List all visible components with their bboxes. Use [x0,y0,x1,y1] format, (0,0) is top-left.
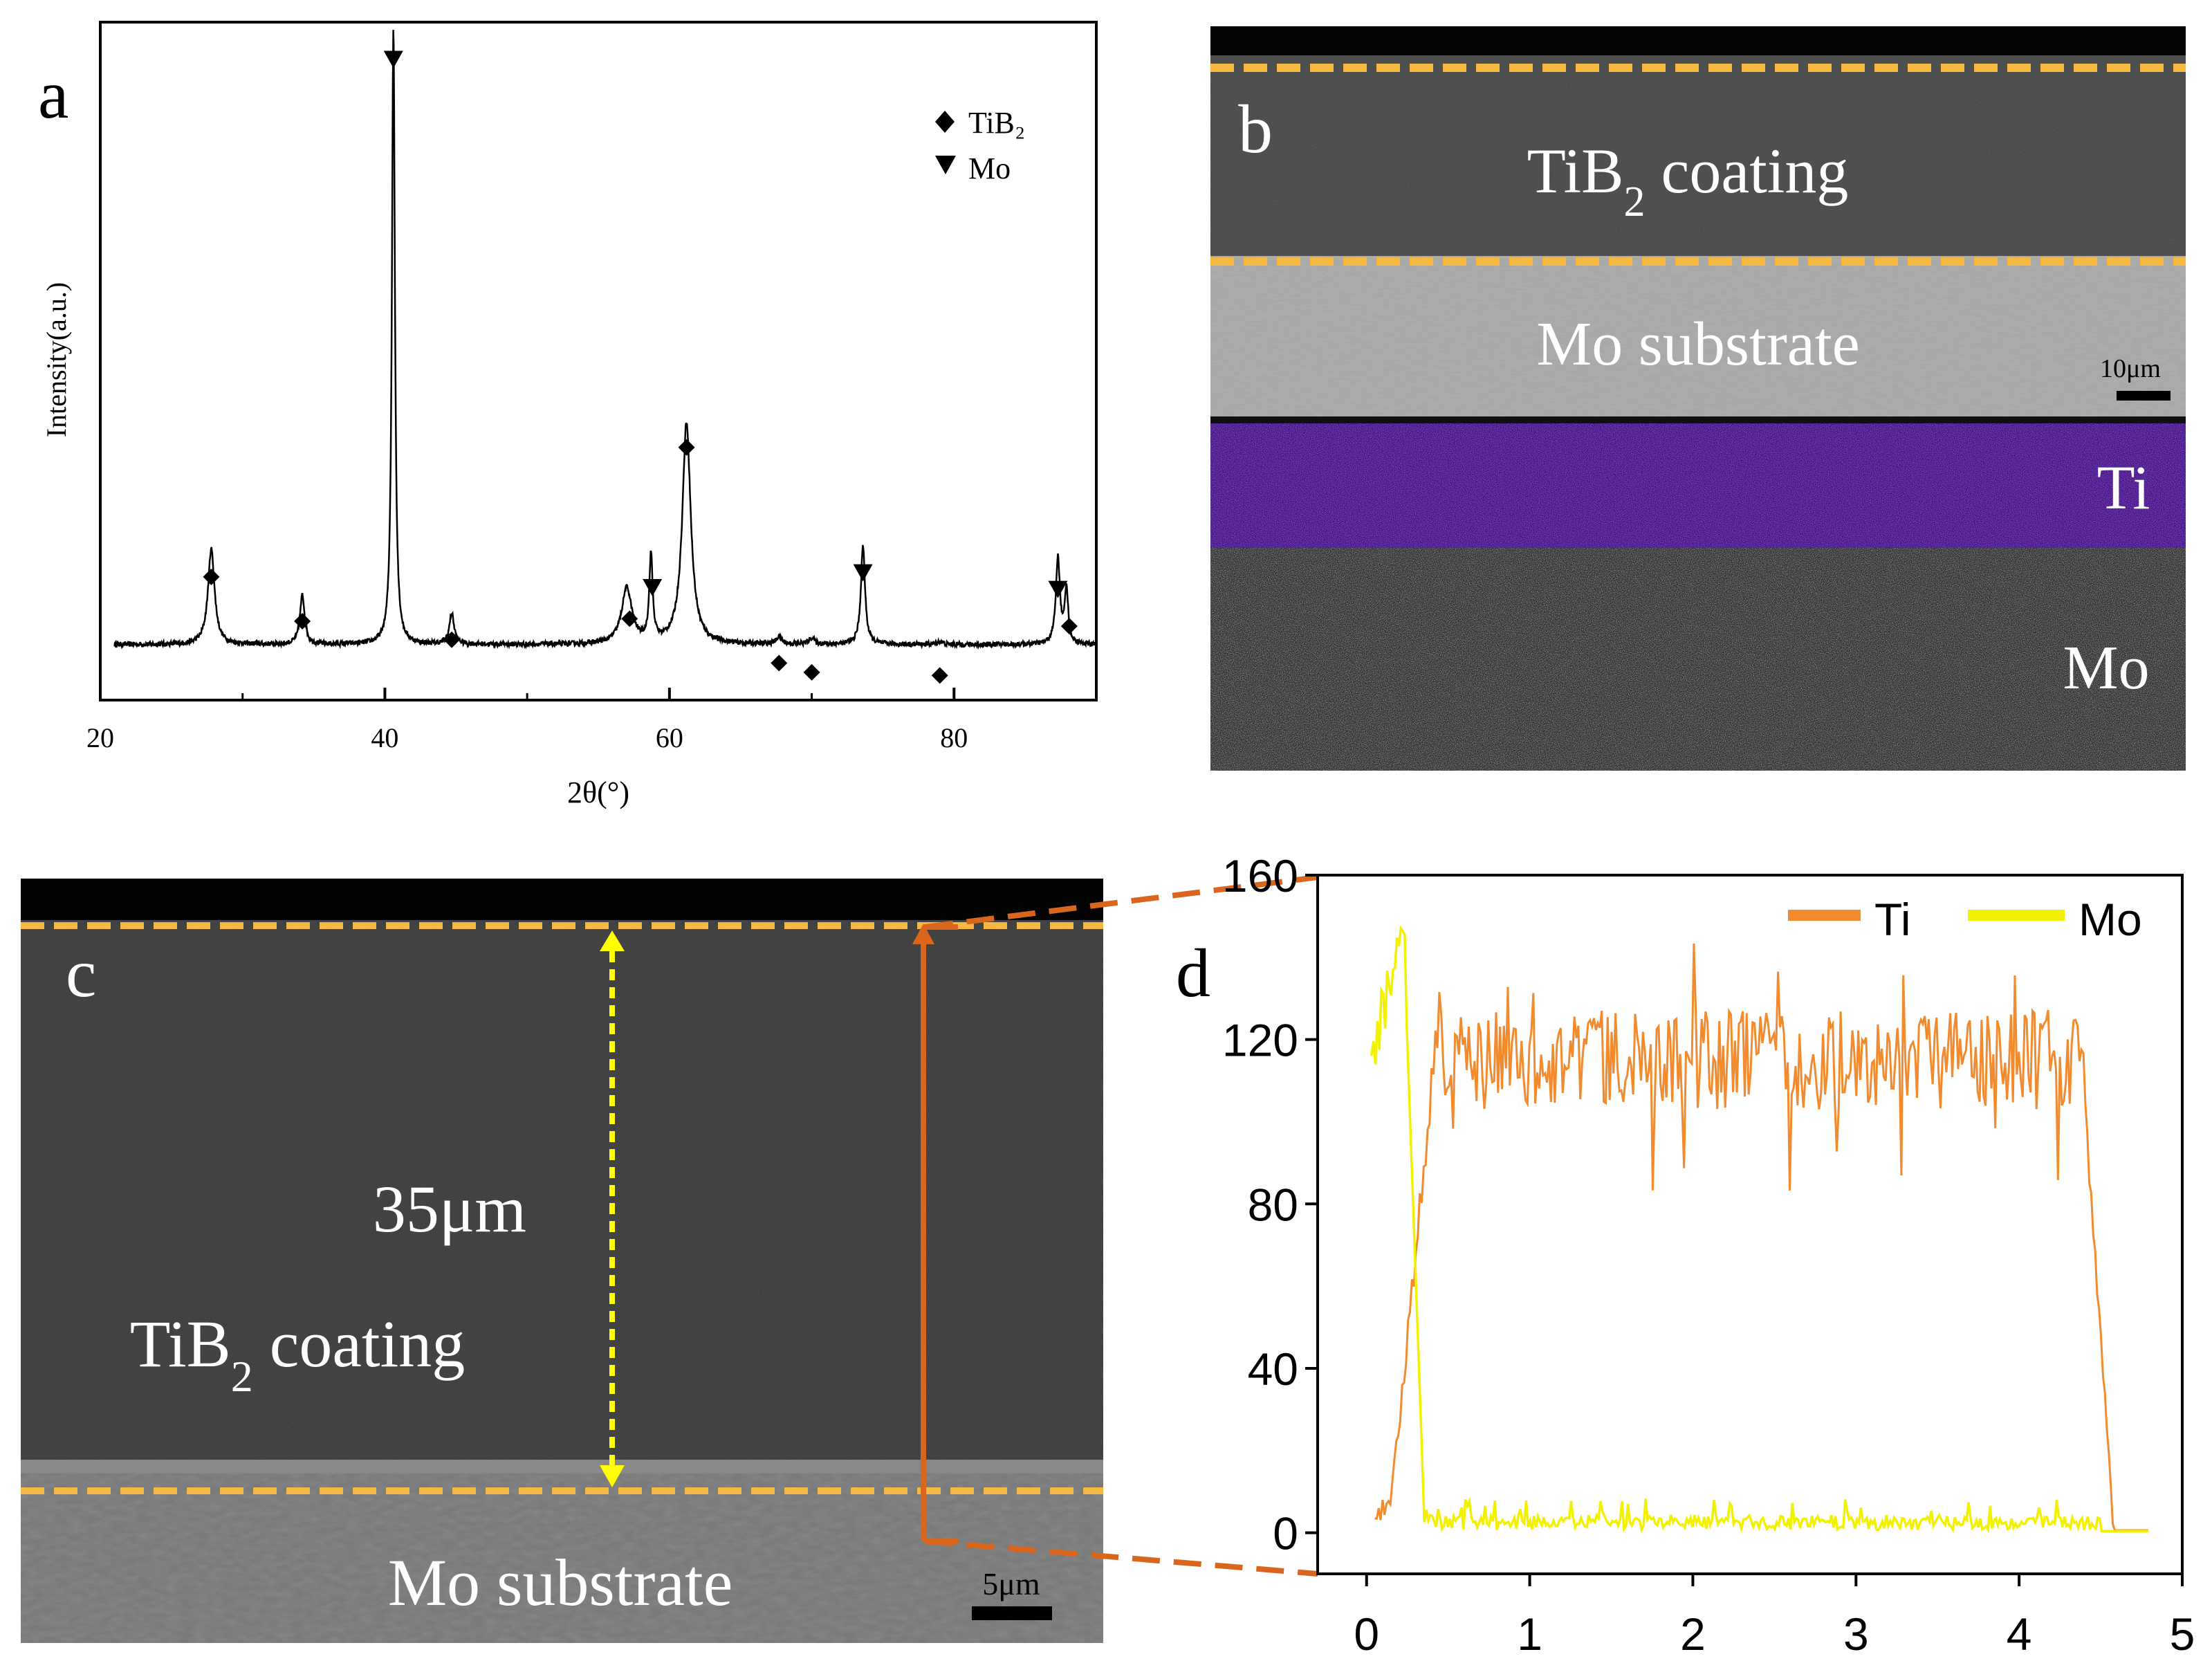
linescan-x-tick-label: 0 [1354,1608,1379,1660]
panel-a-letter: a [38,56,68,133]
linescan-x-tick-label: 4 [2007,1608,2032,1660]
b-substrate-label: Mo substrate [1536,310,1859,378]
xrd-y-axis-label: Intensity(a.u.) [41,282,72,437]
linescan-y-tick-label: 160 [1222,850,1298,901]
linescan-x-tick-label: 3 [1843,1608,1869,1660]
c-scale-bar [972,1606,1052,1620]
legend-ti-label: Ti [1874,894,1911,945]
linescan-legend: Ti Mo [1788,894,2142,945]
panel-c-cross-section: c 35μm TiB2 coating Mo substrate 5μm [21,879,1103,1643]
linescan-y-tick-label: 120 [1222,1015,1298,1066]
xrd-frame [99,21,1098,701]
xrd-marker-tib2 [294,612,311,630]
c-coating-label: TiB2 coating [130,1307,466,1401]
b-scale-bar [2117,391,2170,401]
linescan-x-tick-label: 1 [1517,1608,1542,1660]
c-linescan-arrow-icon [912,924,934,944]
zoom-connector-bottom [925,1539,1318,1577]
xrd-x-axis-label: 2θ(°) [567,776,629,809]
linescan-frame [1316,874,2184,1575]
xrd-marker-tib2 [803,663,820,681]
xrd-x-tick-label: 20 [86,722,114,753]
xrd-marker-mo [383,51,403,68]
xrd-marker-tib2 [931,667,948,684]
c-top-dark-band [21,879,1103,920]
linescan-y-tick-label: 80 [1248,1179,1298,1230]
xrd-marker-tib2 [678,439,695,456]
linescan-x-tick-label: 5 [2170,1608,2195,1660]
b-mo-map-label: Mo [2063,634,2149,702]
b-top-dark-band [1210,26,2186,55]
xrd-marker-mo [853,564,873,582]
xrd-peak-markers [203,51,1078,684]
xrd-marker-mo [1048,580,1068,598]
legend-triangle-icon [935,156,956,174]
linescan-ticks: 0 1 2 3 4 5 0 40 80 120 160 [1222,850,2195,1660]
legend-mo-label: Mo [968,152,1011,185]
legend-diamond-icon [935,111,955,133]
linescan-x-tick-label: 2 [1680,1608,1706,1660]
xrd-x-ticks: 20 40 60 80 [86,688,968,753]
panel-b-letter: b [1238,91,1273,167]
c-thickness-label: 35μm [373,1172,526,1246]
linescan-y-tick-label: 0 [1273,1508,1298,1559]
xrd-x-tick-label: 80 [940,722,968,753]
xrd-pattern-line [113,30,1096,650]
c-arrow-head-up-icon [600,930,625,951]
panel-d-letter: d [1176,935,1210,1011]
xrd-marker-tib2 [443,631,461,648]
linescan-mo-series [1370,925,2149,1534]
linescan-ti-series [1374,943,2148,1532]
xrd-x-tick-label: 60 [656,722,683,753]
b-scale-label: 10μm [2100,354,2161,383]
b-coating-label: TiB2 coating [1527,136,1849,226]
c-substrate-label: Mo substrate [388,1545,733,1619]
xrd-x-tick-label: 40 [371,722,398,753]
b-ti-map-label: Ti [2097,454,2150,522]
xrd-marker-tib2 [203,568,220,585]
zoom-connector [925,874,1318,1577]
xrd-marker-tib2 [771,654,788,672]
zoom-connector-top [925,874,1318,930]
linescan-y-tick-label: 40 [1248,1343,1298,1395]
c-scale-label: 5μm [982,1566,1040,1602]
xrd-marker-mo [643,578,663,596]
panel-d-linescan: d 0 1 2 3 4 5 0 40 80 120 160 Ti Mo [1176,850,2195,1660]
xrd-legend: TiB₂ Mo [935,106,1025,185]
panel-b-sem-map: b TiB2 coating Mo substrate 10μm Ti Mo [1210,26,2186,771]
panel-c-letter: c [66,935,96,1011]
c-arrow-head-down-icon [600,1465,625,1487]
legend-tib2-label: TiB₂ [968,106,1025,140]
xrd-marker-tib2 [621,610,638,627]
panel-a-xrd: a 20 40 60 80 2θ(°) Intensity(a.u.) TiB₂ Mo [38,21,1098,809]
legend-mo-label: Mo [2079,894,2142,945]
xrd-marker-tib2 [1060,618,1078,635]
